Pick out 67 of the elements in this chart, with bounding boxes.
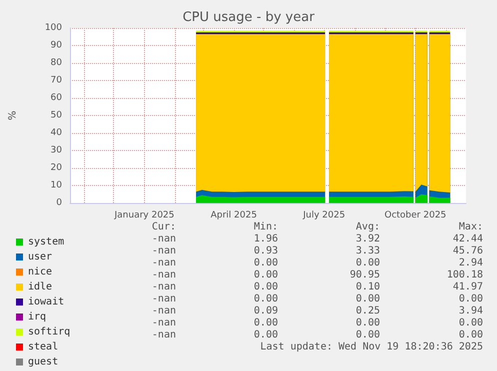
y-axis-title: % [8,110,18,120]
text: -nan [152,246,176,256]
chart-title: CPU usage - by year [182,10,316,25]
y-tick-label: 70 [50,76,62,86]
legend-label: guest [28,356,58,368]
text: 0.00 [356,330,380,340]
y-tick-label: 40 [50,128,62,138]
text: 0.00 [254,294,278,304]
text: 0.00 [254,330,278,340]
text: 0.93 [254,246,278,256]
text: -nan [152,294,176,304]
text: 0.09 [254,306,278,316]
text: Max: [458,222,483,232]
text: 3.33 [356,246,380,256]
text: 2.94 [458,258,483,268]
text: 0.00 [458,318,483,328]
text: 0.00 [458,330,483,340]
text: -nan [152,330,176,340]
text: 0.25 [356,306,380,316]
text: 0.00 [356,258,380,268]
text: 0.00 [254,282,278,292]
text: 100.18 [446,270,483,280]
y-tick-label: 100 [44,23,62,33]
x-tick-label: July 2025 [302,210,346,220]
legend-label: irq [28,312,46,322]
x-tick-label: January 2025 [113,210,174,220]
text: 41.97 [452,282,483,292]
legend-label: system [28,236,64,248]
text: 3.94 [458,306,483,316]
text: -nan [152,318,176,328]
text: -nan [152,282,176,292]
text: -nan [152,258,176,268]
legend-label: user [28,252,52,262]
text: 0.00 [254,318,278,328]
text: Min: [254,222,278,232]
text: Cur: [152,222,176,232]
legend-label: steal [28,342,58,352]
y-tick-label: 30 [50,146,62,156]
text: 0.00 [458,294,483,304]
y-tick-label: 0 [56,198,62,208]
text: 42.44 [452,234,483,244]
text: 90.95 [350,270,380,280]
y-tick-label: 60 [50,93,62,103]
text: 0.10 [356,282,380,292]
text: 45.76 [452,246,483,256]
text: 0.00 [356,318,380,328]
text: 3.92 [356,234,380,244]
text: Avg: [356,222,380,232]
y-tick-label: 20 [50,163,62,173]
text: 0.00 [254,258,278,268]
text: Last update: Wed Nov 19 18:20:36 2025 [260,342,483,352]
y-tick-label: 80 [50,58,62,68]
legend-label: softirq [28,326,70,338]
legend-label: idle [28,282,52,292]
text: -nan [152,270,176,280]
text: -nan [152,234,176,244]
legend-label: iowait [28,296,64,308]
text: 0.00 [356,294,380,304]
legend-label: nice [28,266,52,278]
y-tick-label: 10 [50,180,62,190]
text: -nan [152,306,176,316]
y-tick-label: 90 [50,40,62,50]
text: 0.00 [254,270,278,280]
x-tick-label: October 2025 [384,210,446,220]
x-tick-label: April 2025 [210,210,257,220]
y-tick-label: 50 [50,110,62,120]
text: 1.96 [254,234,278,244]
